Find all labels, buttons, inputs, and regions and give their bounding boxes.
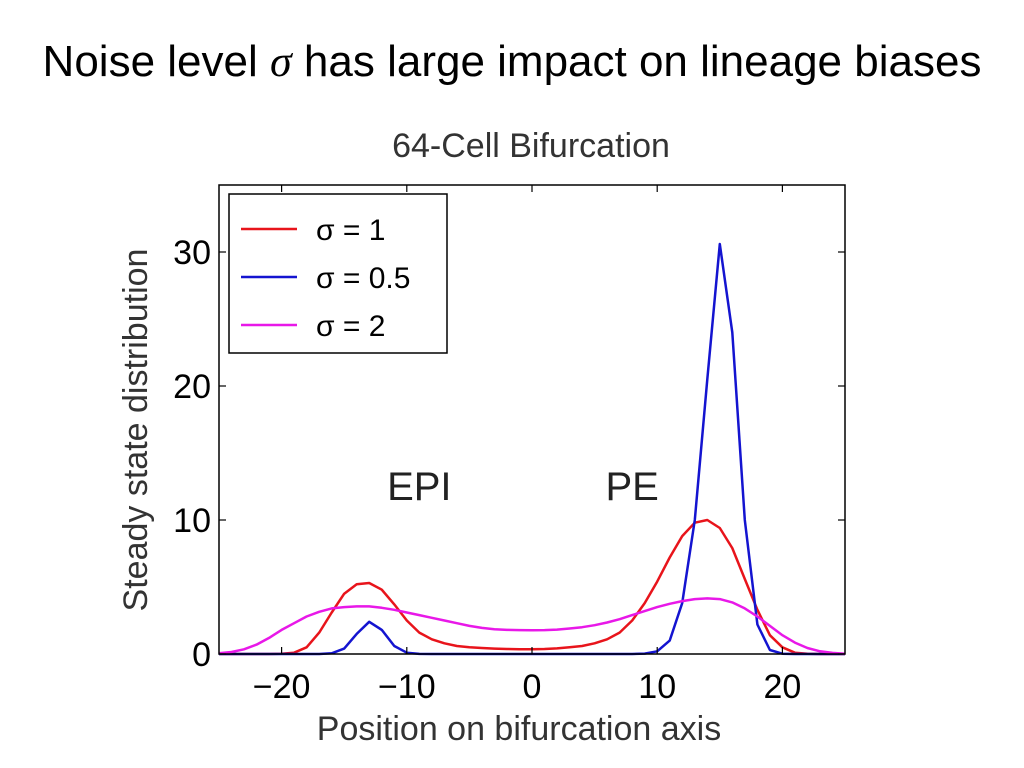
annotation-label: PE: [605, 465, 658, 509]
legend-label-3: σ = 2: [316, 310, 385, 343]
series-line-3: [218, 597, 846, 655]
y-tick-label: 0: [192, 636, 211, 674]
slide-title-rest: has large impact on lineage biases: [291, 37, 982, 86]
legend-label-1: σ = 1: [316, 214, 385, 247]
x-tick-label: 20: [763, 668, 801, 706]
legend-box: [228, 193, 448, 354]
chart-title: 64-Cell Bifurcation: [392, 127, 670, 165]
sigma-symbol: σ: [269, 37, 292, 86]
legend-label-2: σ = 0.5: [316, 262, 410, 295]
x-axis-label: Position on bifurcation axis: [317, 710, 721, 748]
x-tick-label: 10: [638, 668, 676, 706]
annotation-label: EPI: [387, 465, 451, 509]
y-tick-label: 20: [173, 368, 211, 406]
y-tick-label: 10: [173, 502, 211, 540]
y-tick-label: 30: [173, 234, 211, 272]
x-tick-label: −10: [378, 668, 436, 706]
y-axis-label: Steady state distribution: [117, 249, 155, 612]
x-tick-label: −20: [253, 668, 311, 706]
slide-title-lead: Noise level: [42, 37, 270, 86]
slide-title: Noise level σ has large impact on lineag…: [0, 36, 1024, 87]
x-tick-label: 0: [523, 668, 542, 706]
series-line-1: [219, 518, 845, 656]
